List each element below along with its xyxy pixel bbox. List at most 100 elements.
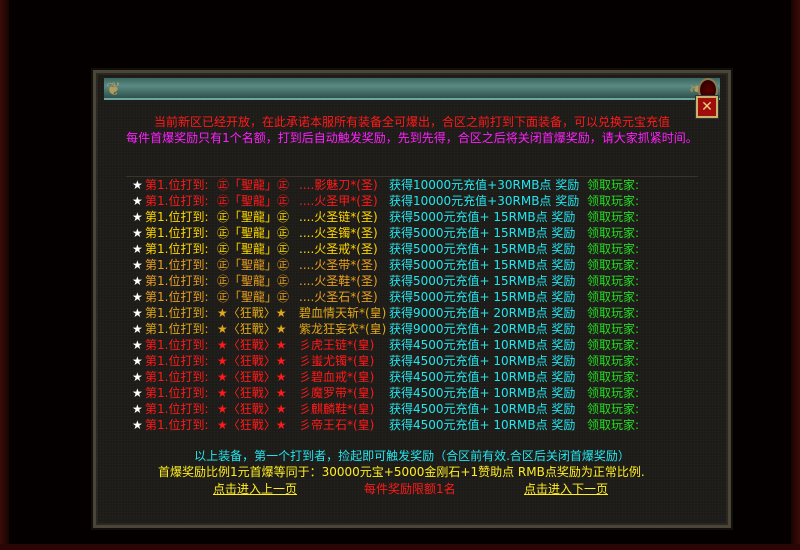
next-page-link[interactable]: 点击进入下一页: [524, 482, 609, 496]
tier-tag: ㊣「聖龍」㊣: [217, 242, 290, 256]
star-icon: ★: [132, 274, 143, 288]
item-name: ....影魅刀*(圣): [299, 178, 378, 192]
item-name: ....火圣带*(圣): [299, 258, 378, 272]
item-name: 碧血情天斩*(皇): [299, 306, 387, 320]
title-bar[interactable]: ❦ ❧: [104, 78, 720, 102]
rank-label: 第1.位打到:: [145, 194, 209, 208]
rank-label: 第1.位打到:: [145, 322, 209, 336]
item-name: ....火圣镯*(圣): [299, 226, 378, 240]
star-icon: ★: [132, 226, 143, 240]
claim-player-label: 领取玩家:: [587, 290, 640, 304]
star-icon: ★: [132, 402, 143, 416]
rank-label: 第1.位打到:: [145, 210, 209, 224]
rank-label: 第1.位打到:: [145, 370, 209, 384]
reward-text: 获得10000元充值+30RMB点 奖励: [389, 178, 580, 192]
tier-tag: ★〈狂戰〉★: [217, 386, 287, 400]
claim-player-label: 领取玩家:: [587, 194, 640, 208]
reward-text: 获得5000元充值+ 15RMB点 奖励: [389, 242, 576, 256]
reward-text: 获得4500元充值+ 10RMB点 奖励: [389, 370, 576, 384]
star-icon: ★: [132, 258, 143, 272]
reward-text: 获得5000元充值+ 15RMB点 奖励: [389, 258, 576, 272]
star-icon: ★: [132, 370, 143, 384]
rank-label: 第1.位打到:: [145, 258, 209, 272]
star-icon: ★: [132, 418, 143, 432]
reward-text: 获得10000元充值+30RMB点 奖励: [389, 194, 580, 208]
item-name: 彡蚩尤镯*(皇): [299, 354, 375, 368]
window-edge-right: [791, 0, 800, 550]
claim-player-label: 领取玩家:: [587, 402, 640, 416]
item-name: 彡麒麟鞋*(皇): [299, 402, 375, 416]
reward-text: 获得4500元充值+ 10RMB点 奖励: [389, 402, 576, 416]
star-icon: ★: [132, 194, 143, 208]
reward-text: 获得4500元充值+ 10RMB点 奖励: [389, 354, 576, 368]
item-name: ....火圣戒*(圣): [299, 242, 378, 256]
claim-player-label: 领取玩家:: [587, 178, 640, 192]
footer-rule: 以上装备，第一个打到者，捡起即可触发奖励（合区前有效.合区后关闭首爆奖励）: [194, 449, 630, 463]
window-edge-left: [0, 0, 9, 550]
rank-label: 第1.位打到:: [145, 242, 209, 256]
ornament-left-icon: ❦: [106, 79, 122, 100]
rank-label: 第1.位打到:: [145, 178, 209, 192]
tier-tag: ★〈狂戰〉★: [217, 418, 287, 432]
tier-tag: ★〈狂戰〉★: [217, 402, 287, 416]
rank-label: 第1.位打到:: [145, 306, 209, 320]
tier-tag: ㊣「聖龍」㊣: [217, 274, 290, 288]
claim-player-label: 领取玩家:: [587, 306, 640, 320]
item-name: ....火圣链*(圣): [299, 210, 378, 224]
claim-player-label: 领取玩家:: [587, 370, 640, 384]
tier-tag: ㊣「聖龍」㊣: [217, 210, 290, 224]
footer-ratio: 首爆奖励比例1元首爆等同于：30000元宝+5000金刚石+1赞助点 RMB点奖…: [158, 465, 645, 479]
close-button[interactable]: ✕: [696, 96, 718, 118]
rank-label: 第1.位打到:: [145, 354, 209, 368]
rank-label: 第1.位打到:: [145, 338, 209, 352]
tier-tag: ㊣「聖龍」㊣: [217, 178, 290, 192]
divider: [126, 176, 698, 177]
item-name: ....火圣甲*(圣): [299, 194, 378, 208]
star-icon: ★: [132, 338, 143, 352]
reward-text: 获得9000元充值+ 20RMB点 奖励: [389, 322, 576, 336]
item-name: 彡碧血戒*(皇): [299, 370, 375, 384]
first-drop-reward-dialog: ❦ ❧ ✕ 当前新区已经开放，在此承诺本服所有装备全可爆出，合区之前打到下面装备…: [93, 70, 731, 528]
rank-label: 第1.位打到:: [145, 290, 209, 304]
rank-label: 第1.位打到:: [145, 402, 209, 416]
item-name: ....火圣鞋*(圣): [299, 274, 378, 288]
star-icon: ★: [132, 210, 143, 224]
star-icon: ★: [132, 178, 143, 192]
claim-player-label: 领取玩家:: [587, 210, 640, 224]
item-name: 紫龙狂妄衣*(皇): [299, 322, 387, 336]
item-name: 彡虎王链*(皇): [299, 338, 375, 352]
tier-tag: ★〈狂戰〉★: [217, 370, 287, 384]
star-icon: ★: [132, 322, 143, 336]
reward-text: 获得4500元充值+ 10RMB点 奖励: [389, 338, 576, 352]
reward-text: 获得9000元充值+ 20RMB点 奖励: [389, 306, 576, 320]
tier-tag: ★〈狂戰〉★: [217, 322, 287, 336]
notice-line-1: 当前新区已经开放，在此承诺本服所有装备全可爆出，合区之前打到下面装备，可以兑换元…: [153, 115, 670, 129]
tier-tag: ★〈狂戰〉★: [217, 306, 287, 320]
item-name: 彡帝王石*(皇): [299, 418, 375, 432]
star-icon: ★: [132, 306, 143, 320]
close-x-icon: ✕: [701, 99, 713, 115]
reward-text: 获得5000元充值+ 15RMB点 奖励: [389, 210, 576, 224]
claim-player-label: 领取玩家:: [587, 338, 640, 352]
tier-tag: ㊣「聖龍」㊣: [217, 258, 290, 272]
reward-text: 获得5000元充值+ 15RMB点 奖励: [389, 274, 576, 288]
tier-tag: ★〈狂戰〉★: [217, 338, 287, 352]
window-edge-bottom: [0, 544, 800, 550]
limit-text: 每件奖励限额1名: [364, 482, 456, 496]
tier-tag: ㊣「聖龍」㊣: [217, 290, 290, 304]
claim-player-label: 领取玩家:: [587, 354, 640, 368]
prev-page-link[interactable]: 点击进入上一页: [213, 482, 298, 496]
reward-text: 获得4500元充值+ 10RMB点 奖励: [389, 418, 576, 432]
claim-player-label: 领取玩家:: [587, 274, 640, 288]
star-icon: ★: [132, 290, 143, 304]
rank-label: 第1.位打到:: [145, 418, 209, 432]
tier-tag: ★〈狂戰〉★: [217, 354, 287, 368]
rank-label: 第1.位打到:: [145, 386, 209, 400]
tier-tag: ㊣「聖龍」㊣: [217, 194, 290, 208]
reward-text: 获得5000元充值+ 15RMB点 奖励: [389, 226, 576, 240]
claim-player-label: 领取玩家:: [587, 226, 640, 240]
claim-player-label: 领取玩家:: [587, 258, 640, 272]
claim-player-label: 领取玩家:: [587, 418, 640, 432]
item-name: ....火圣石*(圣): [299, 290, 378, 304]
claim-player-label: 领取玩家:: [587, 386, 640, 400]
